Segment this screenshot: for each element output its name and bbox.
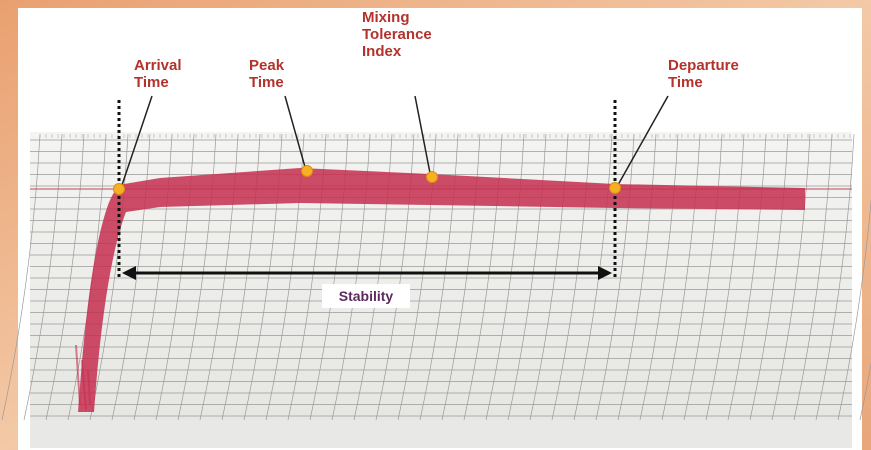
farinograph-diagram: Stability ArrivalTimePeakTimeMixingToler… (0, 0, 871, 450)
annotation-label: Time (134, 74, 169, 91)
arrival-point (114, 184, 125, 195)
departure-point (610, 183, 621, 194)
annotation-label: Mixing (362, 9, 410, 26)
annotation-label: Index (362, 43, 402, 60)
paper-strip (30, 420, 852, 448)
mti-point (427, 172, 438, 183)
peak-point (302, 166, 313, 177)
page: {"labels": [ {"lines": ["Arrival", "Time… (0, 0, 871, 450)
annotation-label: Arrival (134, 57, 182, 74)
annotation-label: Time (668, 74, 703, 91)
stability-label: Stability (339, 288, 394, 304)
annotation-label: Peak (249, 57, 285, 74)
annotation-label: Time (249, 74, 284, 91)
annotation-label: Departure (668, 57, 739, 74)
annotation-label: Tolerance (362, 26, 432, 43)
